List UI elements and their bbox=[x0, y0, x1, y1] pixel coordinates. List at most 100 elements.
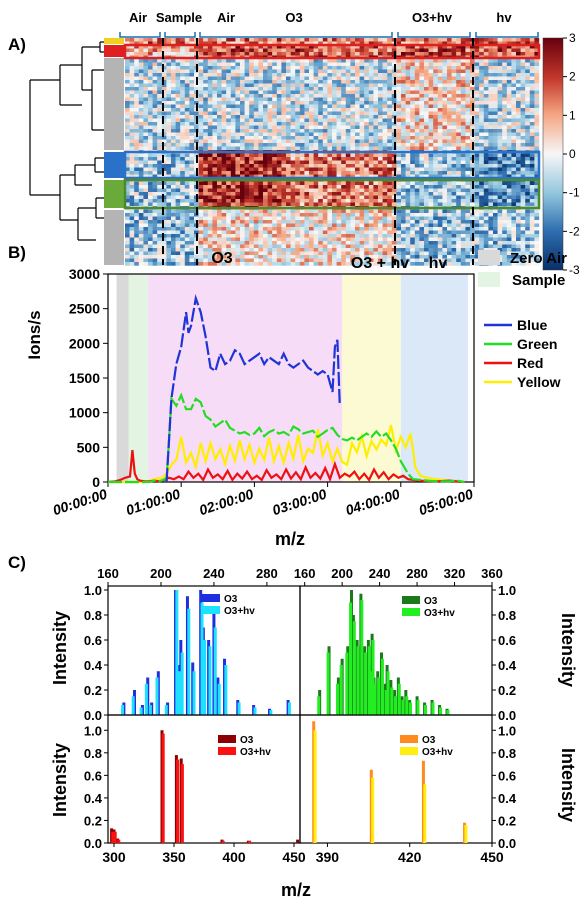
heatmap-cell bbox=[235, 52, 241, 56]
heatmap-cell bbox=[286, 146, 291, 151]
heatmap-cell bbox=[290, 115, 296, 119]
heatmap-cell bbox=[483, 125, 489, 130]
heatmap-cell bbox=[125, 146, 130, 151]
heatmap-cell bbox=[460, 160, 466, 165]
heatmap-cell bbox=[258, 129, 264, 133]
heatmap-cell bbox=[336, 97, 342, 102]
heatmap-cell bbox=[258, 125, 264, 130]
heatmap-cell bbox=[451, 188, 457, 193]
heatmap-cell bbox=[479, 157, 484, 161]
heatmap-cell bbox=[456, 90, 461, 95]
heatmap-cell bbox=[428, 136, 434, 140]
heatmap-cell bbox=[529, 139, 535, 144]
heatmap-cell bbox=[143, 41, 149, 46]
heatmap-cell bbox=[410, 90, 415, 95]
heatmap-cell bbox=[442, 59, 448, 63]
heatmap-cell bbox=[391, 192, 397, 196]
heatmap-cell bbox=[355, 199, 360, 203]
heatmap-cell bbox=[396, 83, 402, 88]
heatmap-cell bbox=[442, 185, 448, 189]
heatmap-cell bbox=[226, 174, 231, 179]
heatmap-cell bbox=[309, 38, 314, 42]
heatmap-cell bbox=[253, 52, 259, 56]
heatmap-cell bbox=[534, 104, 540, 109]
heatmap-cell bbox=[368, 41, 374, 46]
heatmap-cell bbox=[460, 167, 466, 172]
heatmap-cell bbox=[428, 213, 434, 217]
heatmap-cell bbox=[529, 76, 535, 81]
heatmap-cell bbox=[304, 188, 310, 193]
heatmap-cell bbox=[309, 167, 314, 172]
heatmap-cell bbox=[148, 146, 153, 151]
heatmap-cell bbox=[364, 108, 369, 112]
heatmap-cell bbox=[525, 94, 530, 98]
heatmap-cell bbox=[184, 136, 190, 140]
heatmap-cell bbox=[378, 94, 383, 98]
heatmap-cell bbox=[520, 59, 526, 63]
heatmap-cell bbox=[405, 223, 411, 228]
heatmap-cell bbox=[217, 153, 222, 158]
heatmap-cell bbox=[419, 157, 425, 161]
heatmap-cell bbox=[313, 111, 319, 116]
heatmap-cell bbox=[424, 76, 429, 81]
heatmap-cell bbox=[299, 69, 305, 74]
heatmap-cell bbox=[253, 153, 259, 158]
heatmap-cell bbox=[258, 59, 264, 63]
heatmap-cell bbox=[428, 192, 434, 196]
heatmap-cell bbox=[322, 136, 328, 140]
heatmap-cell bbox=[304, 213, 310, 217]
heatmap-cell bbox=[286, 227, 291, 231]
heatmap-cell bbox=[295, 115, 300, 119]
heatmap-cell bbox=[520, 160, 526, 165]
heatmap-cell bbox=[226, 185, 231, 189]
heatmap-cell bbox=[456, 45, 461, 49]
heatmap-cell bbox=[336, 199, 342, 203]
heatmap-cell bbox=[318, 41, 323, 46]
heatmap-cell bbox=[341, 164, 346, 168]
heatmap-cell bbox=[460, 164, 466, 168]
heatmap-cell bbox=[235, 104, 241, 109]
heatmap-cell bbox=[451, 69, 457, 74]
heatmap-cell bbox=[240, 199, 245, 203]
heatmap-cell bbox=[506, 104, 512, 109]
heatmap-cell bbox=[497, 129, 503, 133]
heatmap-cell bbox=[138, 153, 144, 158]
heatmap-cell bbox=[447, 202, 452, 207]
heatmap-cell bbox=[456, 118, 461, 123]
heatmap-cell bbox=[267, 223, 273, 228]
heatmap-cell bbox=[428, 132, 434, 137]
heatmap-cell bbox=[433, 227, 438, 231]
heatmap-cell bbox=[286, 80, 291, 84]
heatmap-cell bbox=[148, 216, 153, 221]
heatmap-cell bbox=[198, 223, 204, 228]
heatmap-cell bbox=[373, 227, 379, 231]
heatmap-cell bbox=[488, 48, 494, 53]
heatmap-cell bbox=[488, 164, 494, 168]
heatmap-cell bbox=[442, 223, 448, 228]
heatmap-cell bbox=[456, 160, 461, 165]
heatmap-cell bbox=[189, 136, 195, 140]
heatmap-cell bbox=[470, 111, 475, 116]
heatmap-cell bbox=[387, 223, 392, 228]
heatmap-cell bbox=[520, 157, 526, 161]
heatmap-cell bbox=[217, 101, 222, 105]
heatmap-cell bbox=[355, 143, 360, 147]
heatmap-cell bbox=[313, 209, 319, 214]
heatmap-cell bbox=[152, 94, 158, 98]
heatmap-cell bbox=[511, 160, 517, 165]
heatmap-cell bbox=[368, 62, 374, 67]
heatmap-cell bbox=[341, 97, 346, 102]
heatmap-cell bbox=[345, 223, 351, 228]
heatmap-cell bbox=[299, 139, 305, 144]
heatmap-cell bbox=[382, 202, 388, 207]
heatmap-cell bbox=[244, 153, 250, 158]
heatmap-cell bbox=[529, 199, 535, 203]
heatmap-cell bbox=[414, 104, 420, 109]
heatmap-cell bbox=[401, 97, 406, 102]
heatmap-cell bbox=[253, 202, 259, 207]
heatmap-cell bbox=[286, 185, 291, 189]
heatmap-cell bbox=[529, 90, 535, 95]
heatmap-cell bbox=[451, 111, 457, 116]
heatmap-cell bbox=[240, 73, 245, 77]
heatmap-cell bbox=[276, 153, 282, 158]
